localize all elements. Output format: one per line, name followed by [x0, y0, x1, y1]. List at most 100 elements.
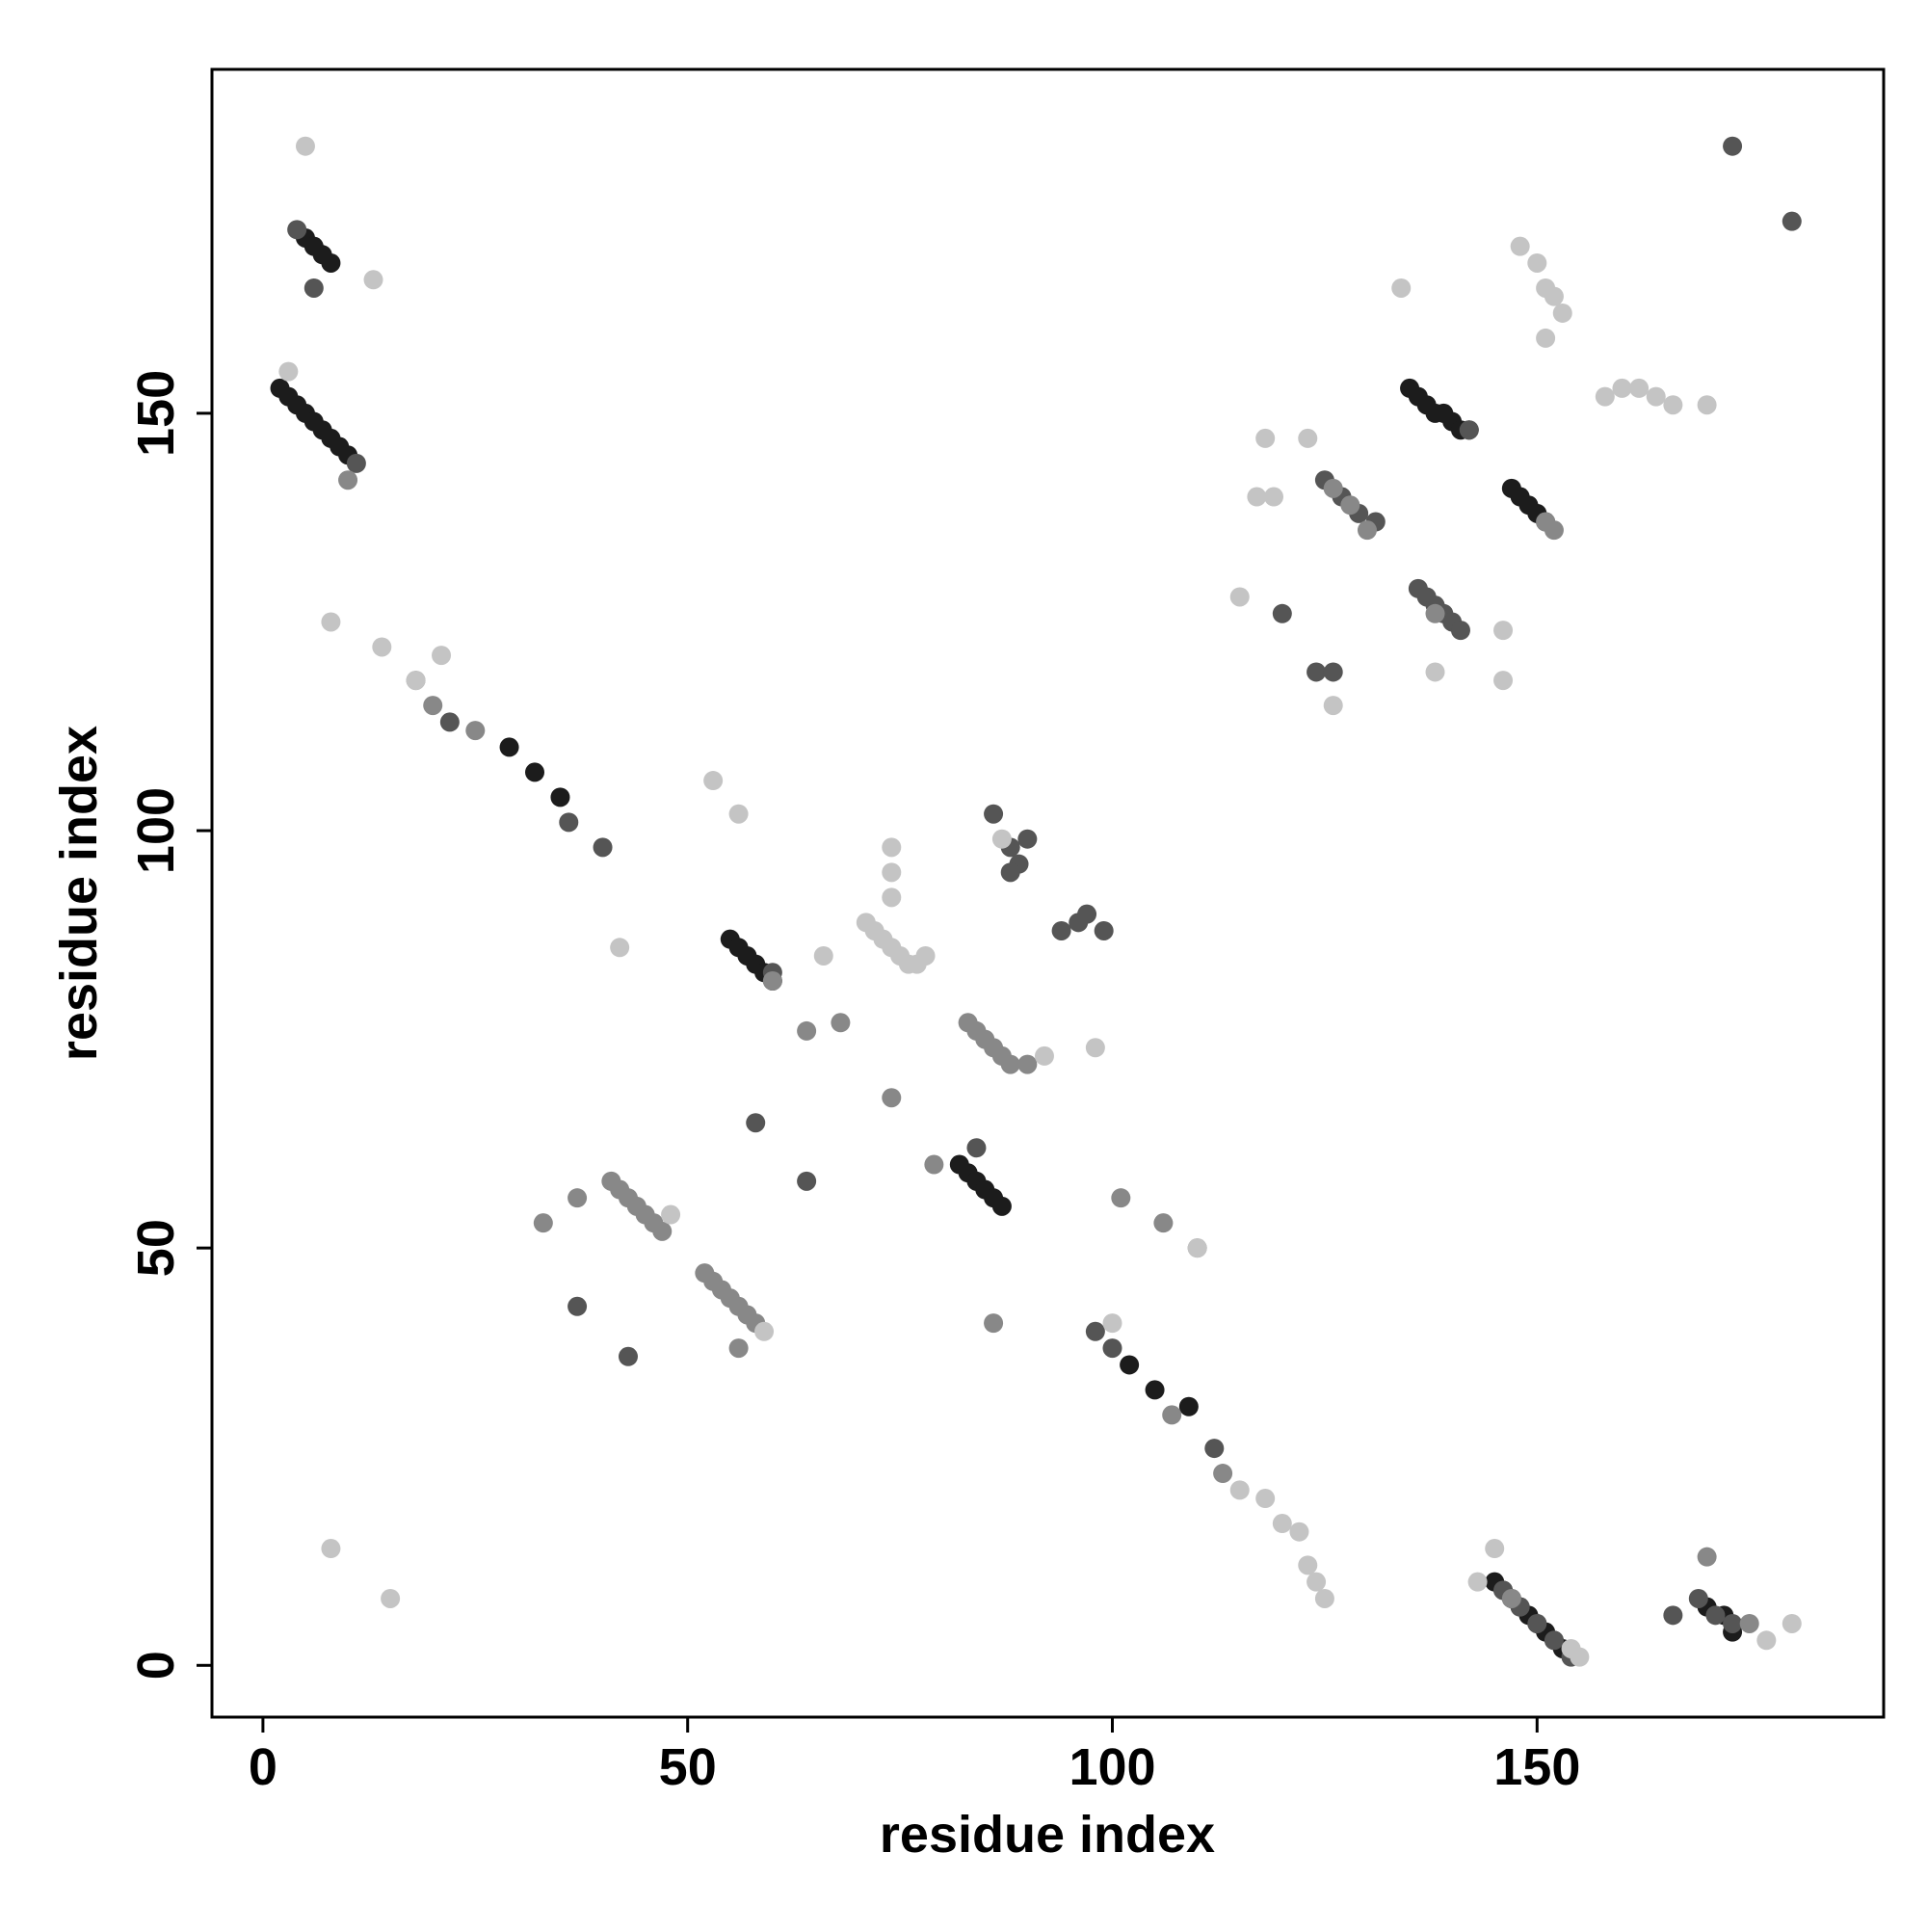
point	[1510, 236, 1530, 256]
point	[1756, 1630, 1777, 1651]
x-tick-label: 150	[1493, 1738, 1580, 1796]
x-tick-label: 50	[659, 1738, 717, 1796]
point	[661, 1204, 681, 1225]
y-tick-label: 50	[127, 1219, 185, 1277]
point	[439, 712, 460, 732]
point	[1017, 1054, 1038, 1074]
point	[1697, 1547, 1717, 1567]
point	[1663, 1605, 1683, 1626]
point	[882, 862, 902, 883]
plot-frame	[210, 67, 1886, 1719]
point	[1102, 1313, 1122, 1334]
point	[1450, 621, 1470, 641]
point	[1561, 1638, 1581, 1658]
point	[1536, 328, 1556, 348]
point	[797, 1171, 817, 1191]
point	[1314, 1588, 1334, 1608]
point	[381, 1588, 401, 1608]
point	[1425, 662, 1445, 682]
point	[1289, 1522, 1309, 1542]
point	[915, 945, 936, 966]
point	[1085, 1038, 1105, 1058]
point	[363, 270, 383, 290]
point	[1000, 1054, 1020, 1074]
point	[1255, 1489, 1276, 1509]
point	[797, 1020, 817, 1041]
point	[1000, 862, 1020, 883]
point	[1323, 662, 1343, 682]
point	[991, 1196, 1012, 1216]
point	[1527, 1613, 1547, 1633]
point	[1307, 1572, 1327, 1592]
point	[703, 771, 724, 791]
point	[1213, 1464, 1233, 1484]
point	[321, 252, 341, 273]
point	[1782, 211, 1802, 231]
point	[1204, 1439, 1225, 1459]
point	[924, 1154, 944, 1175]
point	[1255, 428, 1276, 448]
point	[568, 1188, 588, 1208]
point	[1739, 1613, 1759, 1633]
y-axis-label: residue index	[50, 726, 108, 1061]
point	[1247, 487, 1267, 507]
point	[1357, 520, 1377, 541]
point	[1595, 386, 1615, 407]
point	[1646, 386, 1666, 407]
point	[754, 1321, 775, 1341]
y-tick-label: 0	[127, 1651, 185, 1680]
point	[882, 837, 902, 858]
point	[831, 1013, 851, 1033]
x-tick-label: 0	[249, 1738, 277, 1796]
point	[432, 646, 452, 666]
point	[1501, 1588, 1521, 1608]
point	[1120, 1355, 1140, 1375]
point	[1493, 621, 1514, 641]
point	[728, 1338, 749, 1359]
point	[610, 938, 630, 958]
point	[984, 804, 1004, 824]
point	[593, 837, 613, 858]
point	[746, 1113, 766, 1133]
y-tick-label: 150	[127, 370, 185, 457]
point	[1187, 1238, 1207, 1258]
point	[1298, 1555, 1318, 1575]
point	[346, 453, 366, 473]
point	[568, 1296, 588, 1316]
point	[525, 762, 545, 782]
point	[1782, 1613, 1802, 1633]
point	[1298, 428, 1318, 448]
point	[1051, 920, 1071, 940]
point	[465, 721, 486, 741]
point	[1552, 303, 1572, 323]
point	[499, 737, 519, 757]
point	[406, 671, 426, 691]
point	[338, 470, 358, 490]
point	[1527, 252, 1547, 273]
point	[1229, 587, 1250, 607]
point	[1688, 1588, 1708, 1608]
point	[1723, 136, 1743, 156]
point	[372, 637, 392, 657]
point	[1085, 1321, 1105, 1341]
point	[1323, 478, 1343, 498]
point	[1017, 829, 1038, 849]
point	[1102, 1338, 1122, 1359]
point	[1705, 1605, 1726, 1626]
point	[1111, 1188, 1131, 1208]
point	[882, 887, 902, 908]
point	[287, 220, 307, 240]
point	[1425, 603, 1445, 623]
x-tick-label: 100	[1069, 1738, 1155, 1796]
point	[1340, 495, 1360, 516]
point	[278, 361, 299, 382]
point	[321, 612, 341, 632]
point	[1272, 1514, 1292, 1534]
point	[1307, 662, 1327, 682]
point	[550, 787, 570, 807]
point	[533, 1213, 553, 1233]
point	[1323, 696, 1343, 716]
point	[1536, 512, 1556, 532]
point	[1162, 1405, 1182, 1425]
